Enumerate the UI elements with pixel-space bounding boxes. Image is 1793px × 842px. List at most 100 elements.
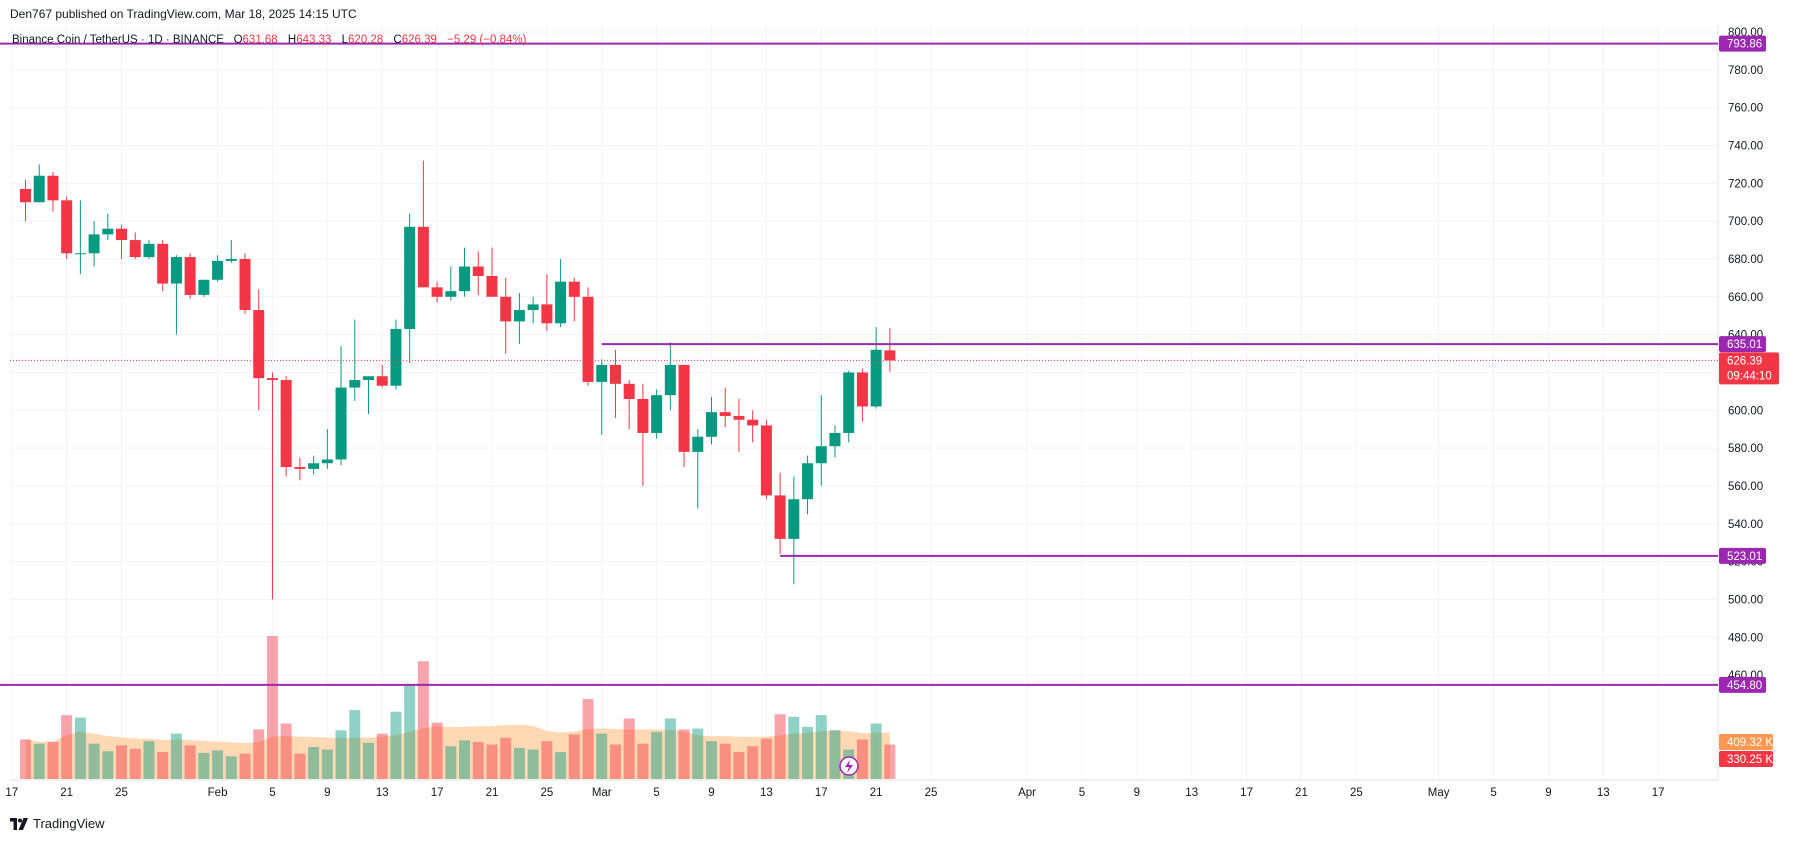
price-badges: 793.86 635.01 523.01 454.80 626.39 09:44:10 40… (1719, 35, 1779, 767)
level-badge-bg (1719, 35, 1766, 52)
time-tick-label: 5 (1490, 787, 1496, 799)
level-badge: 793.86 (1719, 35, 1766, 52)
legend-high-label: H (287, 34, 297, 46)
time-tick-label: 9 (1134, 787, 1140, 799)
volume-bar (472, 741, 484, 779)
volume-bar (459, 740, 471, 779)
candle-body (843, 372, 855, 433)
candle-body (321, 459, 333, 464)
volume-bar (20, 739, 31, 779)
price-tick-label: 480.00 (1728, 632, 1763, 644)
candle-body (733, 415, 745, 420)
candle-body (664, 364, 676, 396)
volume-bar (637, 743, 649, 779)
volume-bar (802, 726, 814, 779)
volume-bar (47, 741, 59, 779)
level-badge-bg (1719, 547, 1766, 564)
time-tick-label: 21 (486, 787, 499, 799)
legend-low: 620.28 (348, 34, 384, 46)
candle-body (870, 349, 882, 407)
time-tick-label: 25 (115, 787, 128, 799)
candle-body (417, 226, 429, 288)
price-tick-label: 500.00 (1728, 594, 1763, 606)
time-tick-label: 17 (5, 787, 18, 799)
lightning-icon[interactable] (839, 756, 859, 776)
volume-bar (143, 741, 155, 779)
volume-bar (884, 744, 896, 779)
level-badge-text: 454.80 (1727, 680, 1762, 692)
candle-body (47, 175, 59, 201)
last-price-badge: 626.39 09:44:10 (1719, 352, 1779, 385)
candle-body (788, 499, 800, 539)
publish-info: Den767 published on TradingView.com, Mar… (10, 7, 357, 21)
volume-bar (829, 730, 841, 779)
volume-bar (33, 743, 45, 779)
time-tick-label: 9 (324, 787, 330, 799)
time-tick-label: 13 (376, 787, 389, 799)
volume-bar (308, 747, 320, 779)
symbol-legend: Binance Coin / TetherUS · 1D · BINANCE O… (12, 34, 533, 46)
volume-bar (541, 741, 553, 779)
countdown-text: 09:44:10 (1727, 370, 1772, 382)
time-tick-label: 17 (815, 787, 828, 799)
volume-bar (788, 716, 800, 779)
last-volume-badge-text: 409.32 K (1727, 737, 1773, 749)
candle-body (198, 279, 210, 295)
price-tick-label: 660.00 (1728, 292, 1763, 304)
candle-body (88, 234, 100, 254)
candle-body (74, 253, 86, 255)
volume-ma-badge: 330.25 K (1719, 751, 1773, 767)
candle-body (294, 467, 306, 469)
candle-body (390, 328, 402, 386)
candle-body (212, 260, 224, 280)
level-badge: 523.01 (1719, 547, 1766, 564)
candle-body (802, 463, 814, 500)
volume-bar (678, 729, 690, 779)
time-axis[interactable]: 17 21 25 Feb 5 9 13 17 21 25 Mar 5 9 13 17 21 25 Apr 5 9 13 1… (5, 787, 1664, 799)
time-tick-label: Feb (208, 787, 228, 799)
volume-ma-badge-text: 330.25 K (1727, 754, 1773, 766)
candle-body (527, 304, 539, 311)
horizontal-levels (0, 42, 1718, 686)
volume-bar (170, 733, 182, 779)
price-chart[interactable]: 460.00480.00500.00520.00540.00560.00580.… (0, 0, 1793, 810)
candle-body (102, 228, 114, 235)
price-tick-label: 740.00 (1728, 140, 1763, 152)
time-tick-label: 9 (708, 787, 714, 799)
candle-body (363, 376, 374, 381)
volume-bar (417, 661, 429, 779)
candle-body (706, 412, 717, 437)
level-badge-bg (1719, 336, 1766, 353)
volume-bar (129, 748, 141, 779)
volume-pane (20, 636, 896, 779)
level-badge-text: 523.01 (1727, 551, 1762, 563)
volume-bar (335, 730, 347, 779)
volume-bar (363, 742, 374, 779)
candle-body (856, 372, 868, 407)
candle-body (884, 350, 896, 361)
volume-ma-area (25, 724, 890, 779)
candle-body (623, 383, 635, 399)
price-tick-label: 700.00 (1728, 216, 1763, 228)
price-tick-label: 780.00 (1728, 65, 1763, 77)
grid (10, 25, 1719, 781)
candle-body (129, 240, 141, 258)
volume-bar (609, 744, 621, 779)
volume-bar (582, 699, 594, 779)
volume-bar (706, 741, 717, 779)
candle-body (266, 378, 278, 381)
time-tick-label: 5 (1079, 787, 1085, 799)
volume-bar (157, 752, 169, 779)
volume-bar (445, 746, 457, 779)
legend-open: 631.68 (242, 34, 278, 46)
candles (10, 160, 1718, 600)
tradingview-brand[interactable]: TradingView (10, 816, 105, 831)
volume-bar (212, 750, 224, 779)
time-tick-label: 13 (760, 787, 773, 799)
last-price-badge-bg (1719, 352, 1779, 385)
candle-body (143, 243, 155, 258)
time-tick-label: 25 (925, 787, 938, 799)
candle-body (760, 425, 772, 496)
legend-high: 643.33 (296, 34, 332, 46)
candle-body (774, 495, 786, 539)
